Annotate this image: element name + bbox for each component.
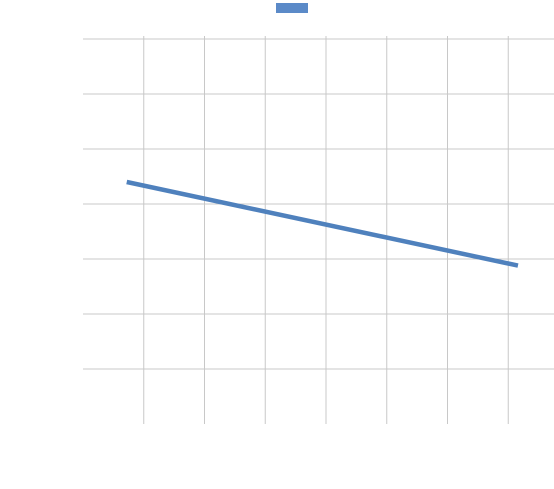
series-line-1[interactable] <box>126 179 519 268</box>
series-layer <box>126 179 519 268</box>
legend-swatch[interactable] <box>276 3 308 13</box>
grid <box>83 36 554 424</box>
